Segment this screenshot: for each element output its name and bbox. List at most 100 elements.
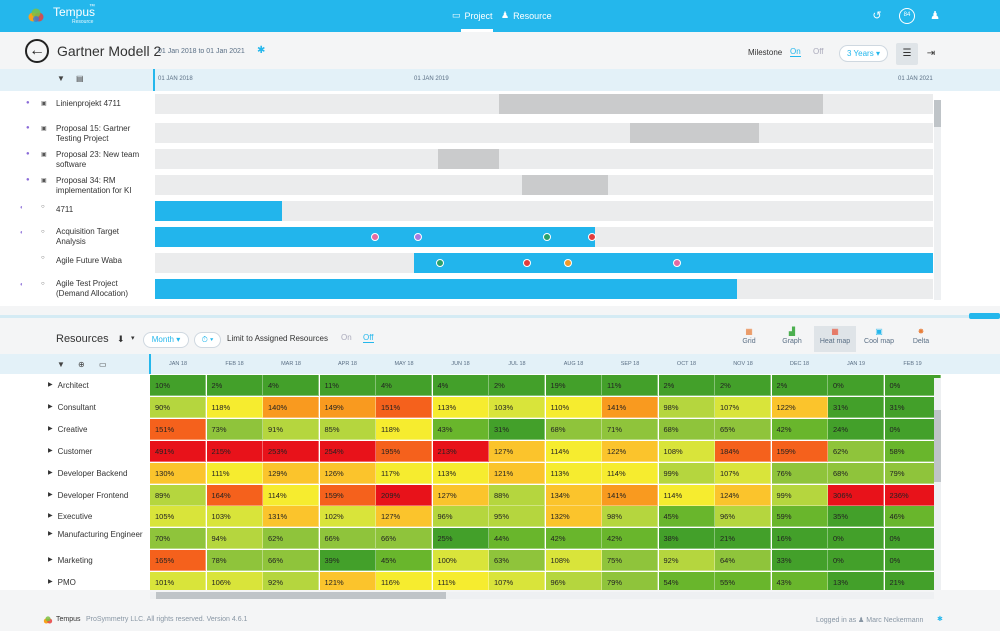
filter-icon[interactable]: ▼ xyxy=(57,360,65,369)
heat-map-cell[interactable]: 92% xyxy=(658,550,715,572)
heat-map-cell[interactable]: 118% xyxy=(206,396,263,418)
heat-map-horizontal-scrollbar-thumb[interactable] xyxy=(156,592,446,599)
heat-map-cell[interactable]: 68% xyxy=(658,418,715,440)
heat-map-cell[interactable]: 118% xyxy=(376,418,432,440)
heat-map-cell[interactable]: 73% xyxy=(206,418,263,440)
download-icon[interactable]: ⬇ xyxy=(117,334,125,344)
heat-map-cell[interactable]: 33% xyxy=(771,550,828,572)
heat-map-cell[interactable]: 62% xyxy=(263,528,319,550)
gantt-row-label[interactable]: Linienprojekt 4711 xyxy=(56,99,121,108)
expand-icon[interactable]: ▶ xyxy=(48,491,53,498)
heat-map-cell[interactable]: 42% xyxy=(771,418,828,440)
heat-map-cell[interactable]: 4% xyxy=(263,375,319,396)
add-resource-icon[interactable]: ⊕ xyxy=(78,360,85,369)
expand-icon[interactable]: ▶ xyxy=(48,579,53,586)
milestone-marker[interactable] xyxy=(673,259,681,267)
history-icon[interactable]: ↺ xyxy=(872,10,882,22)
heat-map-cell[interactable]: 13% xyxy=(828,572,884,590)
heat-map-cell[interactable]: 159% xyxy=(319,484,376,506)
milestone-marker[interactable] xyxy=(543,233,551,241)
heat-map-cell[interactable]: 98% xyxy=(658,396,715,418)
heat-map-cell[interactable]: 213% xyxy=(432,440,489,462)
heat-map-horizontal-scrollbar[interactable] xyxy=(150,592,934,599)
heat-map-cell[interactable]: 107% xyxy=(489,572,545,590)
heat-map-cell[interactable]: 4% xyxy=(432,375,489,396)
heat-map-cell[interactable]: 24% xyxy=(828,418,884,440)
heat-map-cell[interactable]: 0% xyxy=(884,550,941,572)
gantt-bar[interactable] xyxy=(522,175,608,195)
heat-map-cell[interactable]: 21% xyxy=(715,528,771,550)
heat-map-cell[interactable]: 140% xyxy=(263,396,319,418)
heat-map-cell[interactable]: 75% xyxy=(602,550,658,572)
heat-map-cell[interactable]: 114% xyxy=(263,484,319,506)
expand-icon[interactable]: ▶ xyxy=(48,403,53,410)
heat-map-cell[interactable]: 127% xyxy=(432,484,489,506)
gantt-bar[interactable] xyxy=(630,123,759,143)
limit-on-toggle[interactable]: On xyxy=(341,333,352,342)
heat-map-cell[interactable]: 2% xyxy=(771,375,828,396)
heat-map-cell[interactable]: 79% xyxy=(602,572,658,590)
heat-map-cell[interactable]: 132% xyxy=(545,506,602,528)
heat-map-cell[interactable]: 44% xyxy=(489,528,545,550)
resource-row-label[interactable]: ▶ Executive xyxy=(48,512,146,521)
heat-map-cell[interactable]: 2% xyxy=(206,375,263,396)
heat-map-cell[interactable]: 78% xyxy=(206,550,263,572)
heat-map-cell[interactable]: 68% xyxy=(828,462,884,484)
heat-map-cell[interactable]: 10% xyxy=(150,375,206,396)
heat-map-cell[interactable]: 59% xyxy=(771,506,828,528)
heat-map-cell[interactable]: 66% xyxy=(376,528,432,550)
limit-off-toggle[interactable]: Off xyxy=(363,333,374,343)
splitter-handle[interactable] xyxy=(969,313,1000,319)
gantt-scrollbar-thumb[interactable] xyxy=(934,100,941,127)
heat-map-cell[interactable]: 42% xyxy=(545,528,602,550)
heat-map-cell[interactable]: 127% xyxy=(376,506,432,528)
heat-map-cell[interactable]: 103% xyxy=(489,396,545,418)
delta-mode-button[interactable]: ✸ Delta xyxy=(909,326,933,352)
milestone-marker[interactable] xyxy=(588,233,596,241)
heat-map-cell[interactable]: 63% xyxy=(489,550,545,572)
graph-mode-button[interactable]: ▟ Graph xyxy=(780,326,804,352)
heat-map-cell[interactable]: 102% xyxy=(319,506,376,528)
heat-map-cell[interactable]: 45% xyxy=(376,550,432,572)
resource-row-label[interactable]: ▶ Developer Backend xyxy=(48,469,146,478)
heat-map-cell[interactable]: 113% xyxy=(545,462,602,484)
heat-map-cell[interactable]: 31% xyxy=(828,396,884,418)
resource-row-label[interactable]: ▶ Manufacturing Engineer xyxy=(48,530,146,539)
heat-map-cell[interactable]: 130% xyxy=(150,462,206,484)
heat-map-cell[interactable]: 92% xyxy=(263,572,319,590)
user-icon[interactable]: ♟ xyxy=(930,10,940,22)
heat-map-cell[interactable]: 126% xyxy=(319,462,376,484)
heat-map-cell[interactable]: 111% xyxy=(206,462,263,484)
heat-map-cell[interactable]: 31% xyxy=(884,396,941,418)
heat-map-cell[interactable]: 91% xyxy=(263,418,319,440)
folder-icon[interactable]: ▭ xyxy=(99,360,107,369)
heat-map-cell[interactable]: 88% xyxy=(489,484,545,506)
heat-map-cell[interactable]: 215% xyxy=(206,440,263,462)
user-settings-icon[interactable]: ✱ xyxy=(937,616,943,623)
heat-map-cell[interactable]: 236% xyxy=(884,484,941,506)
heat-map-cell[interactable]: 95% xyxy=(489,506,545,528)
milestone-on-toggle[interactable]: On xyxy=(790,47,801,57)
heat-map-cell[interactable]: 94% xyxy=(206,528,263,550)
heat-map-cell[interactable]: 31% xyxy=(489,418,545,440)
expand-icon[interactable]: ▶ xyxy=(48,557,53,564)
heat-map-cell[interactable]: 39% xyxy=(319,550,376,572)
resource-row-label[interactable]: ▶ Marketing xyxy=(48,556,146,565)
heat-map-mode-button[interactable]: ▦ Heat map xyxy=(814,326,856,352)
heat-map-cell[interactable]: 66% xyxy=(263,550,319,572)
heat-map-cell[interactable]: 38% xyxy=(658,528,715,550)
heat-map-cell[interactable]: 151% xyxy=(150,418,206,440)
heat-map-cell[interactable]: 114% xyxy=(545,440,602,462)
heat-map-cell[interactable]: 110% xyxy=(545,396,602,418)
gantt-view-button[interactable]: ☰ xyxy=(896,43,918,65)
heat-map-cell[interactable]: 141% xyxy=(602,484,658,506)
heat-map-cell[interactable]: 124% xyxy=(715,484,771,506)
heat-map-cell[interactable]: 16% xyxy=(771,528,828,550)
gantt-row-label[interactable]: Acquisition Target Analysis xyxy=(56,227,119,246)
years-select[interactable]: 3 Years ▾ xyxy=(839,45,888,62)
heat-map-cell[interactable]: 149% xyxy=(319,396,376,418)
gantt-bar[interactable] xyxy=(499,94,823,114)
heat-map-cell[interactable]: 25% xyxy=(432,528,489,550)
resource-row-label[interactable]: ▶ Consultant xyxy=(48,403,146,412)
heat-map-cell[interactable]: 99% xyxy=(658,462,715,484)
